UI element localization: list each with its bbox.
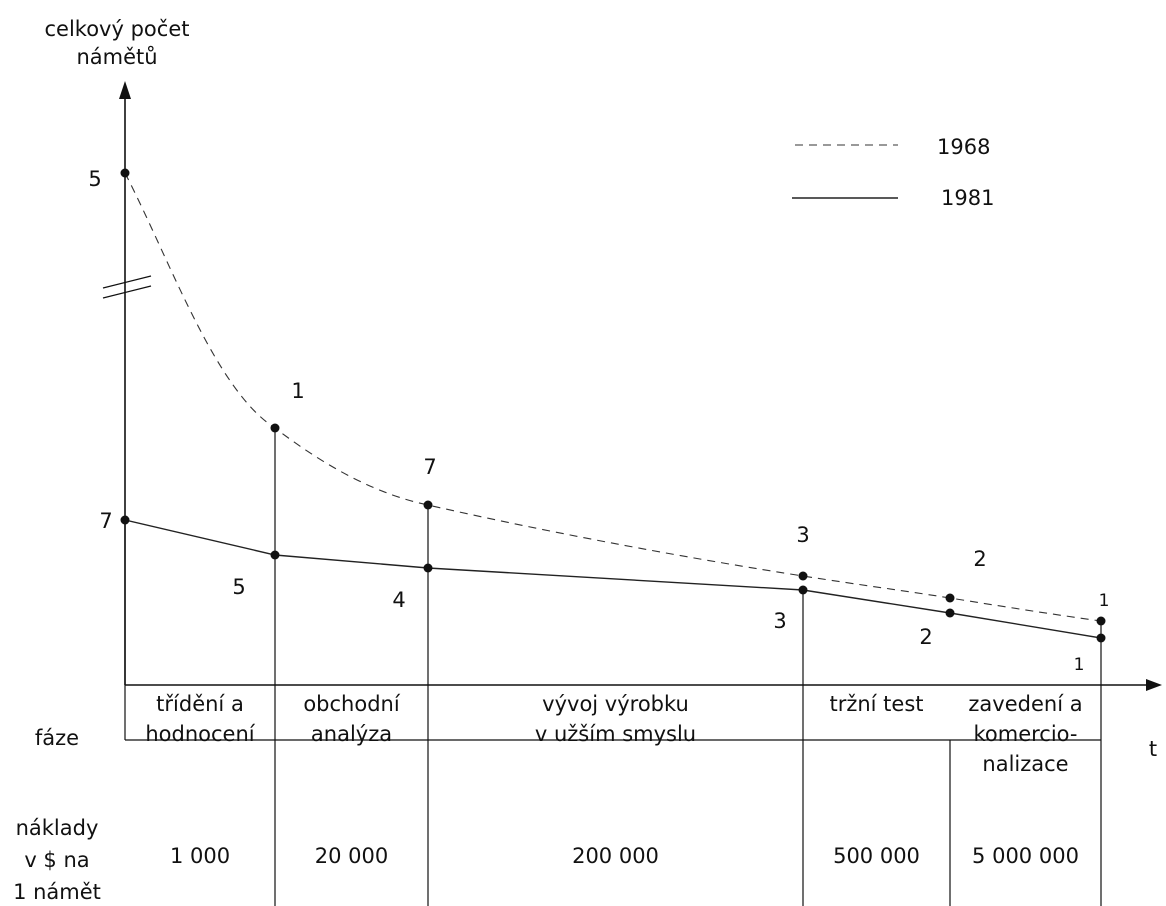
axis-break-mark-2 bbox=[102, 285, 152, 299]
phase-cost-table: fáze náklady v $ na 1 námět třídění a hodnoce… bbox=[13, 692, 1101, 904]
row-label-cost-0: náklady bbox=[16, 816, 99, 840]
series-1981-point-3 bbox=[798, 585, 808, 595]
series-1981-point-4 bbox=[945, 608, 955, 618]
series-1968-point-0 bbox=[120, 168, 130, 178]
legend-1981-label: 1981 bbox=[941, 186, 994, 210]
series-1968-point-2 bbox=[423, 500, 433, 510]
series-1981-label-5: 1 bbox=[1074, 655, 1085, 675]
phase-2-line-0: vývoj výrobku bbox=[542, 692, 689, 716]
series-1981-label-3: 3 bbox=[773, 609, 786, 633]
phase-3-line-0: tržní test bbox=[829, 692, 923, 716]
series-1981-point-0 bbox=[120, 515, 130, 525]
y-axis-title-line-2: námětů bbox=[76, 45, 157, 69]
row-label-cost-2: 1 námět bbox=[13, 880, 101, 904]
phase-4-line-0: zavedení a bbox=[968, 692, 1082, 716]
y-axis-title-line-1: celkový počet bbox=[45, 17, 190, 41]
series-1981-label-0: 7 bbox=[99, 509, 112, 533]
chart-labels: celkový počet námětů t 5 1 7 3 2 1 7 5 4 3 2 1 bbox=[45, 17, 1158, 761]
phase-1-line-1: analýza bbox=[311, 722, 392, 746]
phase-2-line-1: v užším smyslu bbox=[535, 722, 696, 746]
series-1968-label-4: 2 bbox=[973, 547, 986, 571]
series-1968-label-3: 3 bbox=[796, 523, 809, 547]
row-label-cost-1: v $ na bbox=[24, 848, 89, 872]
series-1981-point-2 bbox=[423, 563, 433, 573]
phase-1-line-0: obchodní bbox=[303, 692, 401, 716]
phase-0-line-1: hodnocení bbox=[145, 722, 255, 746]
series-lines bbox=[120, 168, 1106, 643]
series-1968-point-3 bbox=[798, 571, 808, 581]
series-1981-label-1: 5 bbox=[232, 575, 245, 599]
phase-4-line-2: nalizace bbox=[982, 752, 1068, 776]
legend-1968-label: 1968 bbox=[937, 135, 990, 159]
legend: 1968 1981 bbox=[792, 135, 994, 210]
series-1968-label-5: 1 bbox=[1099, 591, 1110, 611]
y-axis-arrow bbox=[119, 81, 131, 99]
cost-4: 5 000 000 bbox=[972, 844, 1079, 868]
axes bbox=[102, 81, 1162, 906]
series-1968-point-4 bbox=[945, 593, 955, 603]
cost-1: 20 000 bbox=[315, 844, 388, 868]
x-axis-arrow bbox=[1146, 679, 1162, 691]
series-1981-point-5 bbox=[1096, 633, 1106, 643]
series-1968-label-2: 7 bbox=[423, 455, 436, 479]
cost-2: 200 000 bbox=[572, 844, 659, 868]
series-1981-line bbox=[124, 519, 1102, 639]
cost-0: 1 000 bbox=[170, 844, 230, 868]
series-1968-point-5 bbox=[1096, 616, 1106, 626]
series-1981-label-4: 2 bbox=[919, 625, 932, 649]
phase-4-line-1: komercio- bbox=[973, 722, 1077, 746]
cost-3: 500 000 bbox=[833, 844, 920, 868]
x-axis-title: t bbox=[1149, 737, 1157, 761]
row-label-phase: fáze bbox=[35, 726, 79, 750]
series-1968-point-1 bbox=[270, 423, 280, 433]
series-1981-point-1 bbox=[270, 550, 280, 560]
series-1968-label-1: 1 bbox=[291, 379, 304, 403]
series-1968-label-0: 5 bbox=[88, 167, 101, 191]
phase-0-line-0: třídění a bbox=[156, 692, 244, 716]
axis-break-mark-1 bbox=[102, 275, 152, 289]
series-1981-label-2: 4 bbox=[392, 588, 405, 612]
